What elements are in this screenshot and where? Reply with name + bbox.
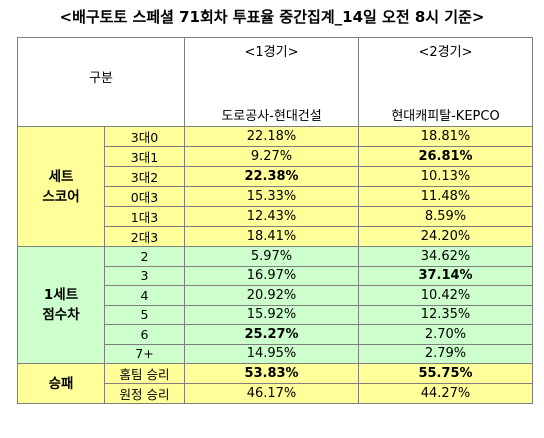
sub-category-cell: 3대2 [103,166,186,187]
sub-category-cell: 7+ [103,343,186,364]
game2-value-cell: 18.81% [358,126,534,147]
table-row: 승패 홈팀 승리 53.83% 55.75% [17,363,534,404]
table-row: 3대1 9.27% 26.81% [18,146,534,167]
category-label: 세트 [48,168,74,185]
category-label: 1세트 [43,287,79,303]
game2-value-cell: 2.79% [358,343,534,364]
gubun-header-cell: 구분 [16,37,186,127]
game2-label: <2경기> [418,45,473,60]
game1-value-cell: 9.27% [184,146,360,167]
game2-value-cell: 37.14% [358,265,534,286]
game2-header-cell: <2경기> 현대캐피탈-KEPCO [358,37,534,127]
game2-value-cell: 10.42% [358,285,534,306]
table-row: 6 25.27% 2.70% [18,324,534,345]
sub-category-cell: 0대3 [103,186,186,207]
header-row: 구분 <1경기> 도로공사-현대건설 <2경기> 현대캐피탈-KEPCO [16,37,534,127]
sub-category-cell: 2대3 [103,226,186,247]
table-row: 3대2 22.38% 10.13% [18,166,534,187]
sub-category-cell: 3 [103,265,186,286]
category-cell: 승패 [17,363,105,404]
table-row: 1세트 점수차 2 5.97% 34.62% [17,246,534,364]
sub-category-cell: 원정 승리 [103,383,186,404]
game1-value-cell: 14.95% [184,343,360,364]
table-row: 2대3 18.41% 24.20% [18,226,534,247]
table-row: 1대3 12.43% 8.59% [18,206,534,227]
category-label: 스코어 [42,188,80,205]
category-label: 승패 [48,375,74,392]
category-label: 점수차 [42,307,80,323]
table-row: 세트 스코어 3대0 22.18% 18.81% [17,126,534,247]
sub-category-cell: 4 [103,285,186,306]
table-row: 7+ 14.95% 2.79% [18,343,534,364]
game1-value-cell: 18.41% [184,226,360,247]
game1-value-cell: 20.92% [184,285,360,306]
game1-value-cell: 46.17% [184,383,360,404]
game2-value-cell: 26.81% [358,146,534,167]
game2-value-cell: 11.48% [358,186,534,207]
game2-value-cell: 55.75% [358,363,534,384]
game1-label: <1경기> [244,45,299,60]
game2-value-cell: 10.13% [358,166,534,187]
sub-category-cell: 2 [103,246,186,267]
game1-value-cell: 22.38% [184,166,360,187]
game1-value-cell: 12.43% [184,206,360,227]
game1-value-cell: 53.83% [184,363,360,384]
game2-value-cell: 12.35% [358,304,534,325]
team1-label: 도로공사-현대건설 [221,109,322,124]
game1-value-cell: 15.33% [184,186,360,207]
game2-value-cell: 8.59% [358,206,534,227]
sub-category-cell: 5 [103,304,186,325]
table-row: 3 16.97% 37.14% [18,265,534,286]
table-row: 원정 승리 46.17% 44.27% [18,383,534,404]
game2-value-cell: 34.62% [358,246,534,267]
team2-label: 현대캐피탈-KEPCO [391,109,500,124]
game2-value-cell: 24.20% [358,226,534,247]
sub-category-cell: 3대0 [103,126,186,147]
game1-value-cell: 25.27% [184,324,360,345]
game2-value-cell: 44.27% [358,383,534,404]
game1-header-cell: <1경기> 도로공사-현대건설 [184,37,360,127]
sub-category-cell: 1대3 [103,206,186,227]
game1-value-cell: 15.92% [184,304,360,325]
game2-value-cell: 2.70% [358,324,534,345]
page-title: <배구토토 스페셜 71회차 투표율 중간집계_14일 오전 8시 기준> [59,8,485,26]
game1-value-cell: 22.18% [184,126,360,147]
sub-category-cell: 6 [103,324,186,345]
gubun-label: 구분 [89,70,113,86]
table-row: 4 20.92% 10.42% [18,285,534,306]
sub-category-cell: 3대1 [103,146,186,167]
game1-value-cell: 5.97% [184,246,360,267]
game1-value-cell: 16.97% [184,265,360,286]
sub-category-cell: 홈팀 승리 [103,363,186,384]
